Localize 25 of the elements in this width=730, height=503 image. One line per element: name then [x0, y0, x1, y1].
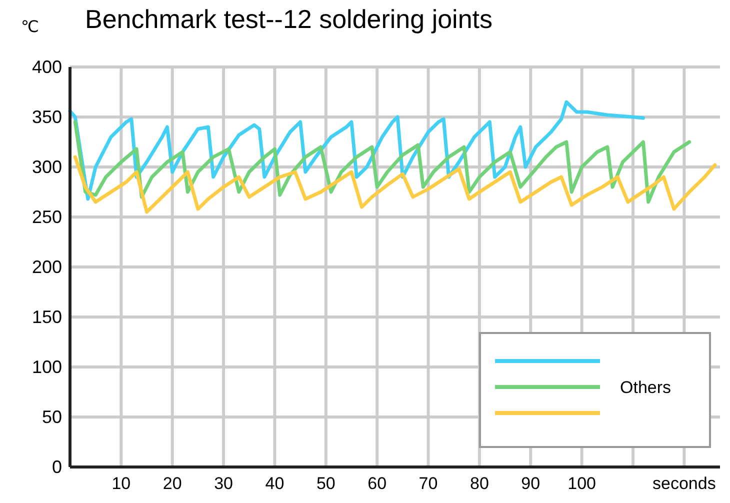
chart-title: Benchmark test--12 soldering joints — [85, 4, 493, 34]
y-tick-label: 400 — [32, 57, 62, 77]
x-tick-label: 90 — [521, 474, 540, 493]
x-tick-label: 30 — [214, 474, 234, 493]
x-tick-label: 70 — [418, 474, 438, 493]
x-tick-label: 100 — [568, 474, 596, 493]
x-tick-label: 50 — [316, 474, 336, 493]
line-series — [73, 155, 717, 214]
y-tick-label: 200 — [32, 257, 62, 277]
y-axis-title: ℃ — [21, 19, 39, 36]
y-tick-label: 50 — [42, 407, 62, 427]
y-tick-label: 350 — [32, 107, 62, 127]
legend-box: Others — [479, 332, 711, 448]
x-tick-label: 60 — [368, 474, 387, 493]
y-tick-label: 150 — [32, 307, 62, 327]
x-tick-label: 40 — [265, 474, 284, 493]
x-tick-label: 20 — [162, 474, 182, 493]
x-tick-label: 10 — [112, 474, 131, 493]
y-tick-label: 250 — [32, 207, 62, 227]
x-tick-label: seconds — [652, 474, 716, 493]
y-tick-label: 0 — [52, 457, 62, 477]
line-series — [73, 120, 692, 204]
y-tick-label: 100 — [32, 357, 62, 377]
y-tick-label: 300 — [32, 157, 62, 177]
x-tick-label: 80 — [470, 474, 489, 493]
